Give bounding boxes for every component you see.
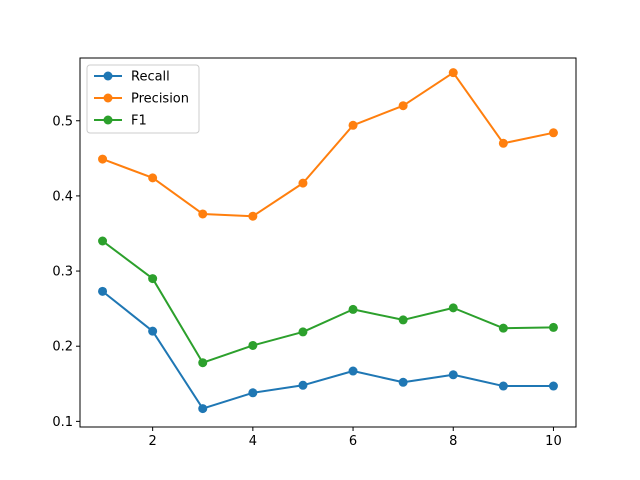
data-point-precision xyxy=(398,101,408,111)
data-point-precision xyxy=(248,211,258,221)
data-point-recall xyxy=(548,381,558,391)
data-point-precision xyxy=(298,178,308,188)
data-point-recall xyxy=(98,286,108,296)
x-tick-label: 2 xyxy=(149,434,157,449)
data-point-recall xyxy=(298,380,308,390)
y-tick-label: 0.2 xyxy=(52,340,73,355)
data-point-recall xyxy=(498,381,508,391)
legend: Recall Precision F1 xyxy=(86,64,200,134)
axes-frame xyxy=(79,57,577,428)
data-point-recall xyxy=(448,370,458,380)
data-point-f1 xyxy=(248,340,258,350)
legend-label-recall: Recall xyxy=(131,70,170,85)
x-tick-label: 4 xyxy=(249,434,257,449)
data-point-f1 xyxy=(198,358,208,368)
legend-label-precision: Precision xyxy=(131,92,189,107)
legend-marker-f1 xyxy=(103,115,113,125)
y-tick-label: 0.1 xyxy=(52,415,73,430)
data-point-f1 xyxy=(498,323,508,333)
data-point-precision xyxy=(548,128,558,138)
x-tick-label: 6 xyxy=(349,434,357,449)
legend-box xyxy=(86,64,200,134)
data-point-f1 xyxy=(98,236,108,246)
data-point-precision xyxy=(348,120,358,130)
x-tick-label: 8 xyxy=(449,434,457,449)
y-tick-label: 0.4 xyxy=(52,189,73,204)
data-point-precision xyxy=(448,68,458,78)
axes: 2 4 6 8 10 0.1 0.2 0.3 0.4 0.5 xyxy=(52,57,577,449)
series-line-f1 xyxy=(101,239,555,364)
data-point-recall xyxy=(348,366,358,376)
x-tick-label: 10 xyxy=(545,434,562,449)
data-point-f1 xyxy=(298,327,308,337)
series-line-recall xyxy=(101,289,555,410)
legend-marker-precision xyxy=(103,93,113,103)
data-point-f1 xyxy=(448,303,458,313)
data-point-precision xyxy=(498,138,508,148)
plot-area xyxy=(98,68,558,414)
legend-label-f1: F1 xyxy=(131,114,147,129)
y-tick-label: 0.3 xyxy=(52,265,73,280)
y-tick-label: 0.5 xyxy=(52,114,73,129)
data-point-f1 xyxy=(348,304,358,314)
data-point-f1 xyxy=(548,322,558,332)
data-point-recall xyxy=(248,388,258,398)
data-point-precision xyxy=(148,173,158,183)
data-point-recall xyxy=(148,326,158,336)
data-point-recall xyxy=(198,404,208,414)
series-line-precision xyxy=(101,71,555,218)
legend-marker-recall xyxy=(103,71,113,81)
data-point-f1 xyxy=(398,315,408,325)
data-point-precision xyxy=(98,154,108,164)
data-point-f1 xyxy=(148,274,158,284)
data-point-precision xyxy=(198,209,208,219)
data-point-recall xyxy=(398,377,408,387)
